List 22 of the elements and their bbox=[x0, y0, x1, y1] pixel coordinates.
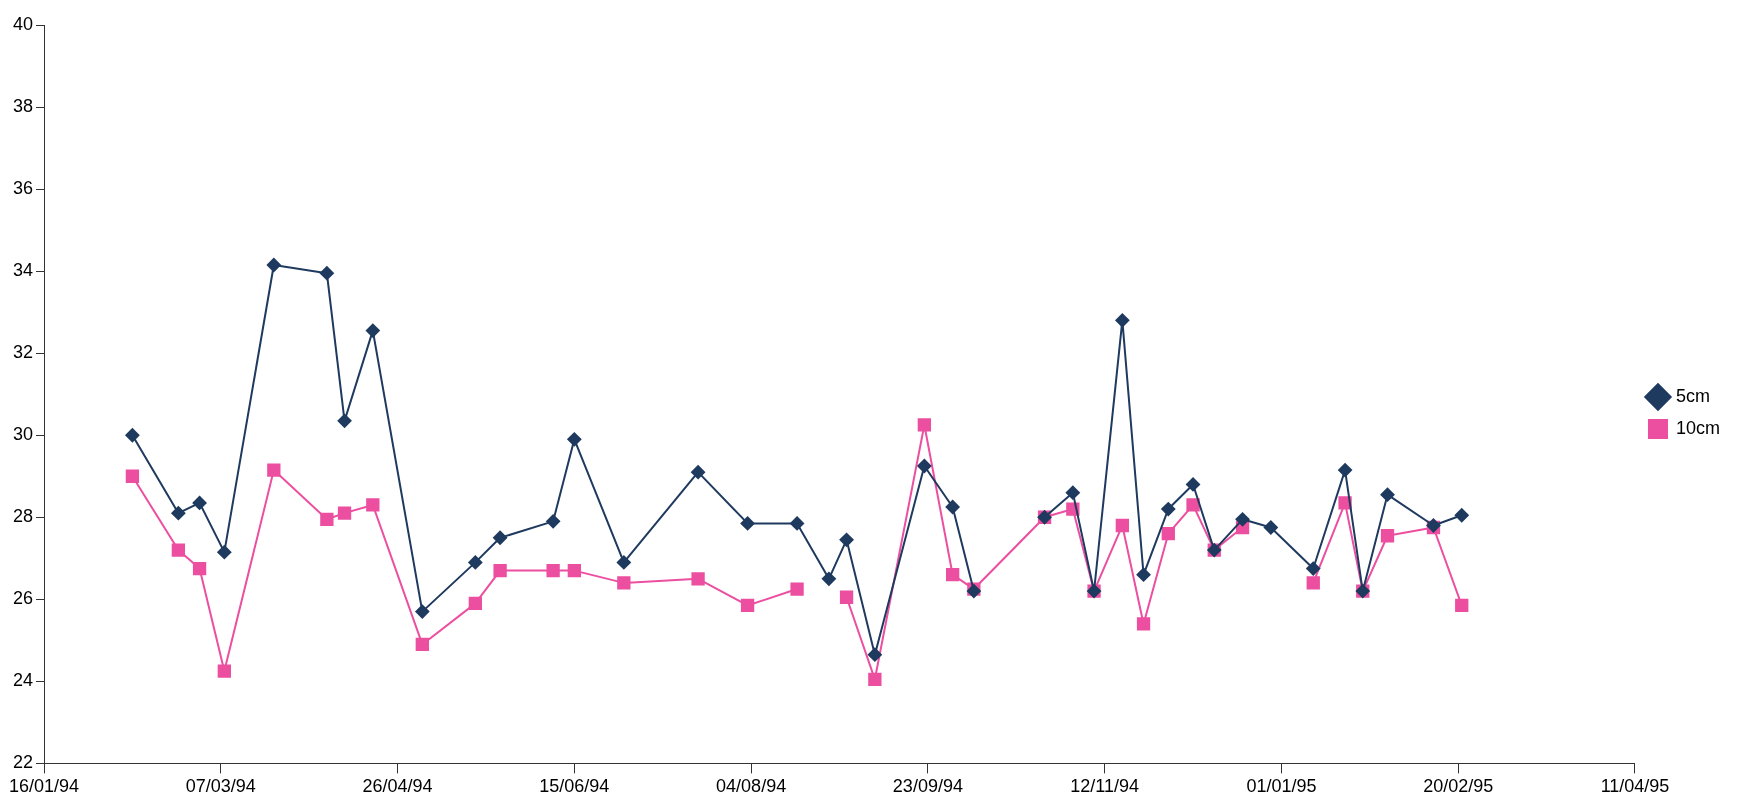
legend-label: 10cm bbox=[1675, 417, 1720, 438]
x-tick-label: 01/01/95 bbox=[1246, 776, 1317, 797]
y-tick-label: 26 bbox=[12, 588, 34, 609]
y-tick-label: 32 bbox=[12, 342, 34, 363]
x-tick-label: 12/11/94 bbox=[1070, 776, 1140, 797]
x-tick-label: 04/08/94 bbox=[716, 776, 787, 797]
legend-label: 5cm bbox=[1675, 385, 1710, 406]
x-tick-label: 26/04/94 bbox=[362, 776, 433, 797]
x-tick-label: 16/01/94 bbox=[8, 776, 80, 797]
y-tick-label: 22 bbox=[12, 752, 34, 773]
x-tick-label: 23/09/94 bbox=[892, 776, 963, 797]
x-tick-label: 11/04/95 bbox=[1600, 776, 1670, 797]
y-tick-label: 28 bbox=[12, 506, 34, 527]
y-tick-label: 40 bbox=[12, 13, 34, 34]
y-tick-label: 30 bbox=[12, 424, 34, 445]
x-tick-label: 15/06/94 bbox=[539, 776, 610, 797]
y-tick-label: 34 bbox=[12, 260, 34, 281]
x-tick-label: 20/02/95 bbox=[1423, 776, 1494, 797]
y-tick-label: 36 bbox=[12, 178, 34, 199]
x-tick-label: 07/03/94 bbox=[185, 776, 256, 797]
y-tick-label: 38 bbox=[12, 96, 34, 117]
y-tick-label: 24 bbox=[12, 670, 34, 691]
